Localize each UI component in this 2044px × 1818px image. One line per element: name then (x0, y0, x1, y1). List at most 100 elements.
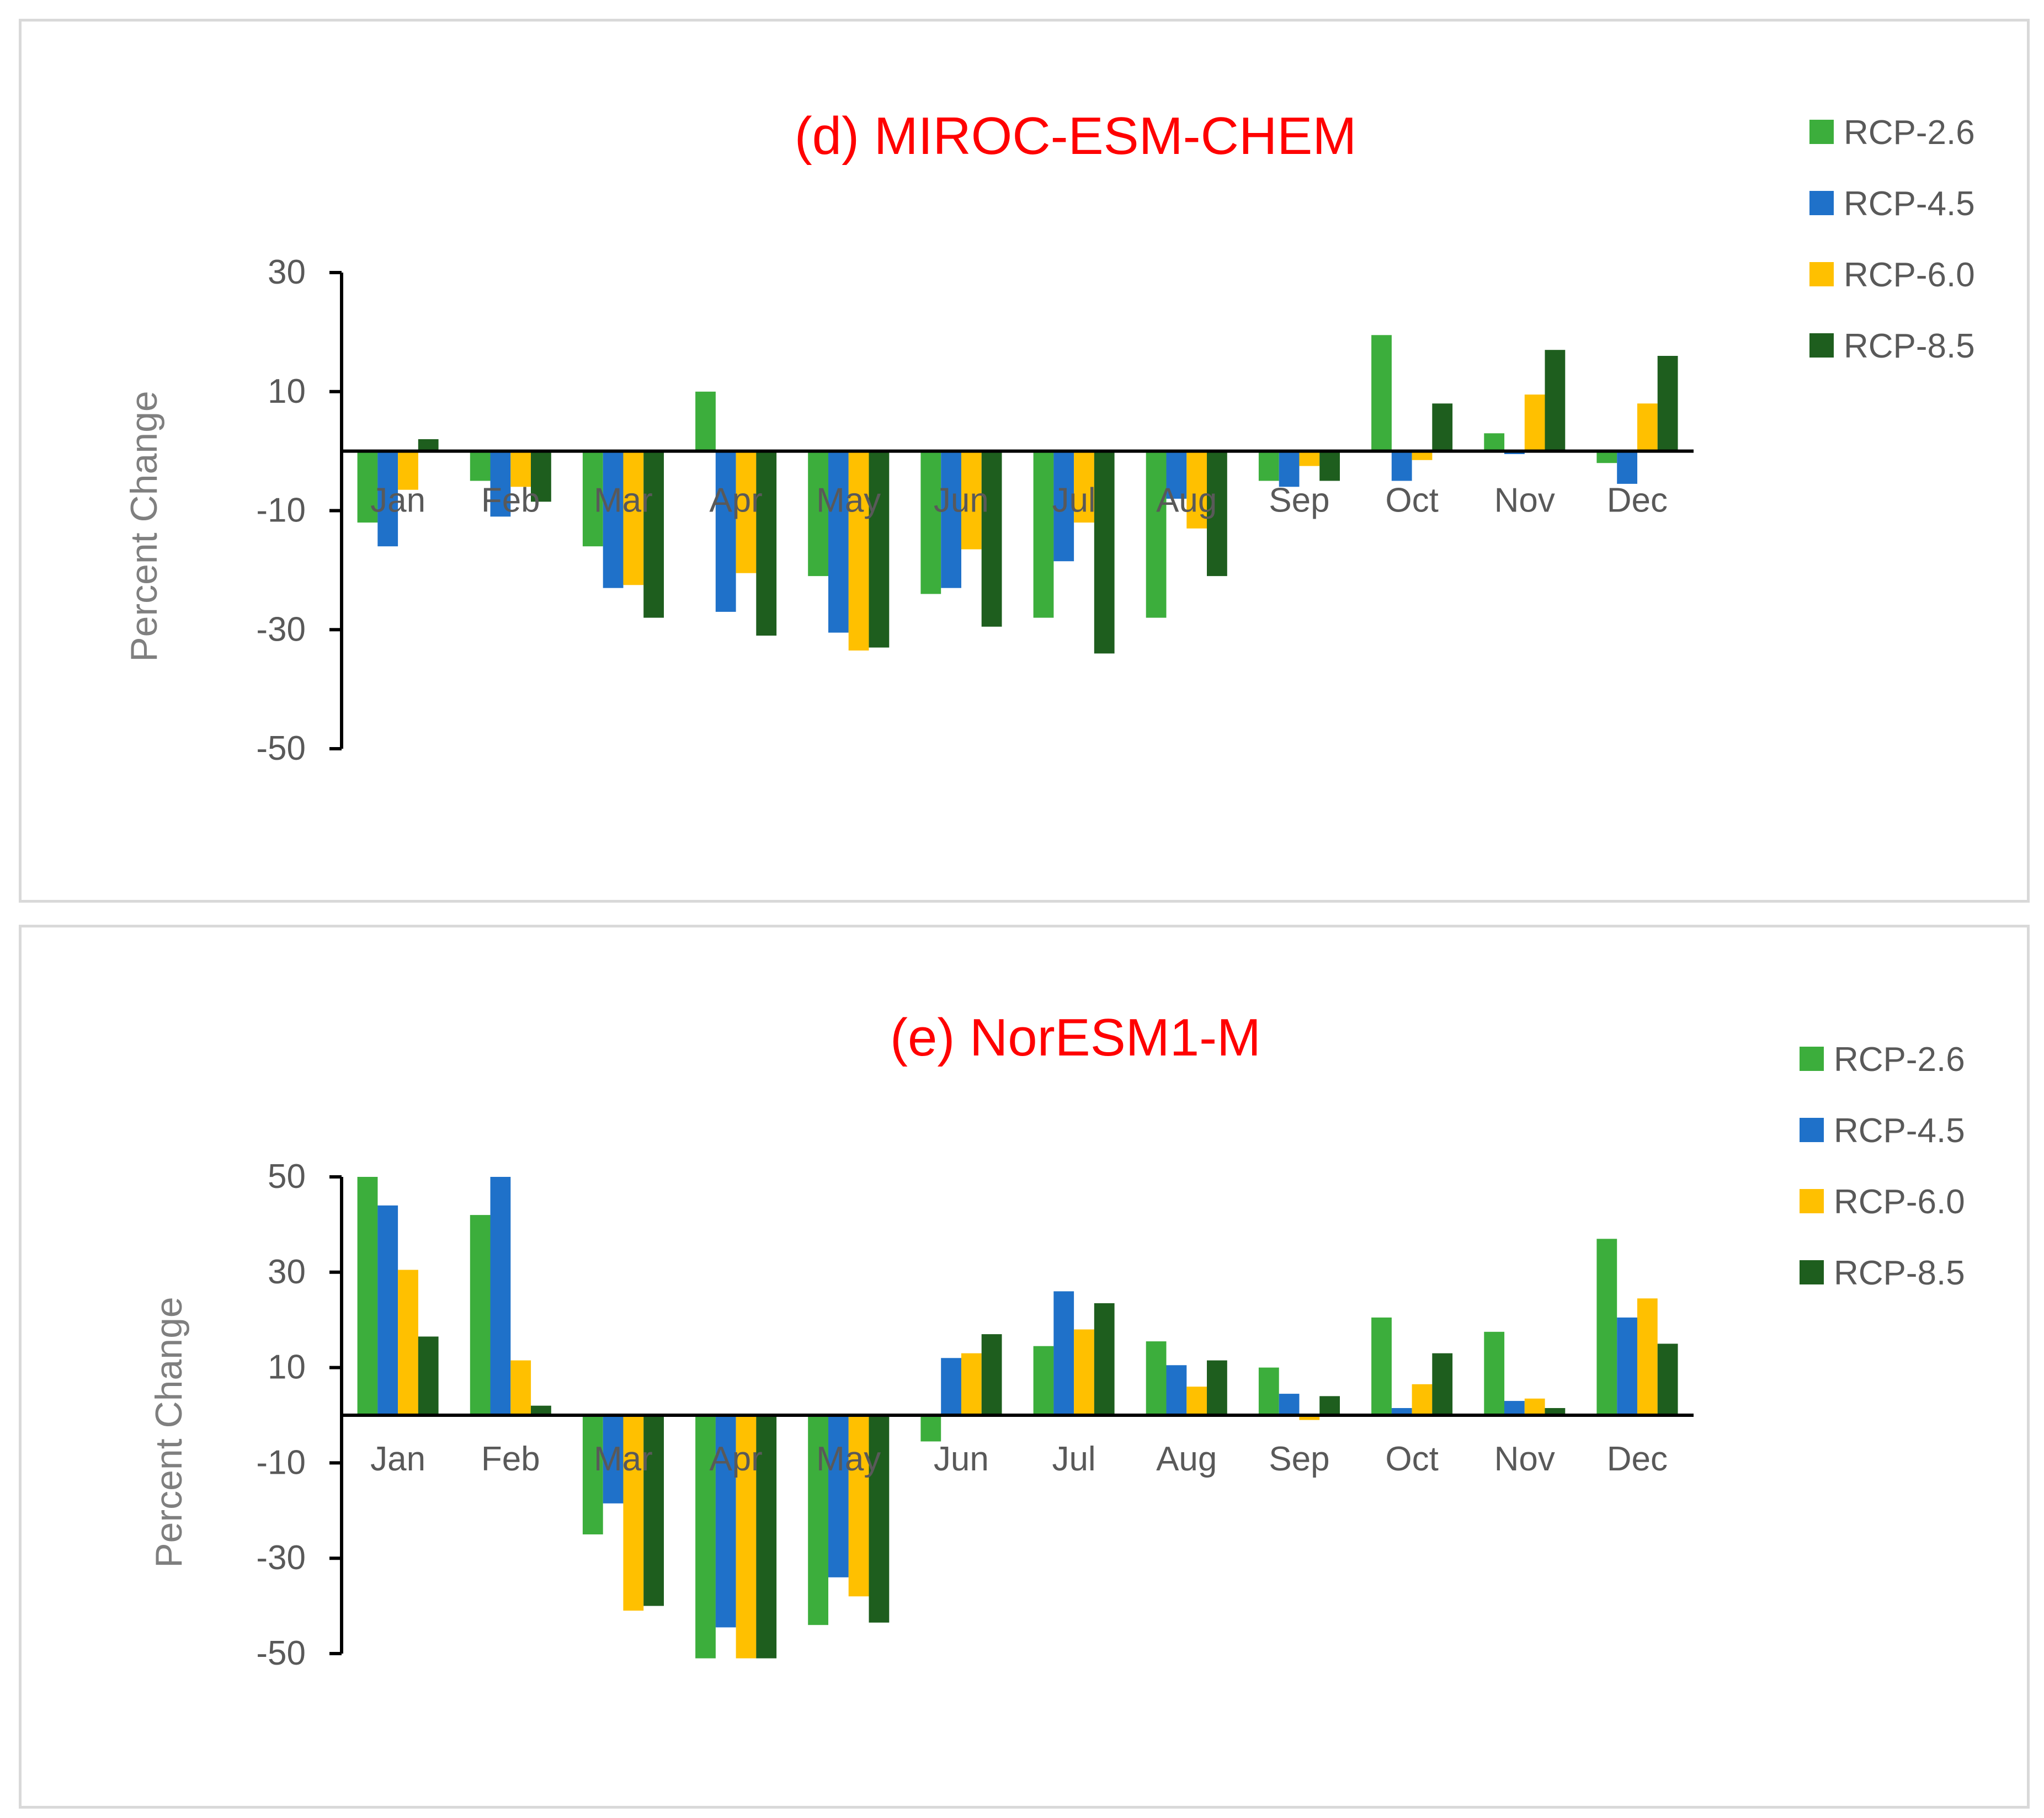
chart-d-title: (d) MIROC-ESM-CHEM (795, 106, 1357, 166)
chart-e-bar-rcp-6.0-jan (398, 1270, 418, 1415)
chart-d-bar-rcp-8.5-jul (1094, 451, 1115, 654)
chart-e-bar-rcp-4.5-jul (1053, 1291, 1074, 1415)
chart-d-category-label: Jun (934, 482, 989, 520)
chart-d-bar-rcp-4.5-sep (1279, 451, 1300, 487)
chart-e-legend-label-rcp-2.6: RCP-2.6 (1834, 1041, 1965, 1079)
chart-d-category-label: Apr (709, 482, 762, 520)
chart-e-bar-rcp-2.6-aug (1146, 1341, 1167, 1415)
chart-d-bar-rcp-4.5-may (828, 451, 849, 633)
chart-e-category-label: Oct (1385, 1440, 1438, 1478)
chart-e-bar-rcp-4.5-apr (715, 1415, 736, 1628)
chart-e-bar-rcp-6.0-oct (1412, 1384, 1433, 1415)
chart-d-bar-rcp-8.5-feb (531, 451, 551, 502)
chart-panel-e: (e) NorESM1-M Percent Change 50 30 10 -10 -30 -… (19, 925, 2030, 1809)
chart-d-bar-rcp-6.0-dec (1637, 403, 1658, 451)
chart-e-bar-rcp-8.5-dec (1657, 1343, 1678, 1415)
chart-e-bar-rcp-8.5-jan (418, 1336, 439, 1415)
chart-d-legend-label-rcp-6.0: RCP-6.0 (1844, 256, 1975, 294)
chart-e-category-label: Feb (481, 1440, 540, 1478)
chart-d-category-label: Nov (1494, 482, 1555, 520)
chart-d-bar-rcp-6.0-oct (1412, 451, 1433, 460)
chart-d-bar-rcp-8.5-mar (643, 451, 664, 618)
chart-e-category-label: Sep (1269, 1440, 1329, 1478)
chart-e-ytick-label: -30 (256, 1539, 306, 1577)
chart-d-bar-rcp-8.5-sep (1319, 451, 1340, 481)
chart-e-bar-rcp-4.5-feb (490, 1177, 511, 1415)
chart-d-bar-rcp-4.5-feb (490, 451, 511, 517)
chart-e-bar-rcp-6.0-feb (510, 1360, 531, 1415)
chart-e-bar-rcp-2.6-jul (1033, 1346, 1054, 1415)
chart-d-bar-rcp-6.0-sep (1299, 451, 1320, 466)
chart-d-bar-rcp-6.0-aug (1186, 451, 1207, 529)
chart-d-ylabel: Percent Change (123, 391, 165, 662)
chart-e-bar-rcp-6.0-sep (1299, 1415, 1320, 1420)
chart-d-bar-rcp-2.6-mar (582, 451, 603, 547)
chart-e-category-label: Apr (709, 1440, 762, 1478)
chart-d-bar-rcp-2.6-sep (1258, 451, 1279, 481)
chart-e-bar-rcp-6.0-dec (1637, 1298, 1658, 1415)
chart-d-bar-rcp-4.5-jul (1053, 451, 1074, 562)
chart-e-legend-label-rcp-8.5: RCP-8.5 (1834, 1254, 1965, 1292)
chart-e-bar-rcp-2.6-jun (920, 1415, 941, 1442)
chart-d-bar-rcp-8.5-apr (756, 451, 777, 636)
chart-e-bar-rcp-6.0-nov (1524, 1398, 1545, 1415)
chart-d-bar-rcp-6.0-may (848, 451, 869, 651)
chart-e-bar-rcp-4.5-sep (1279, 1394, 1300, 1415)
chart-e-legend-swatch-rcp-6.0 (1800, 1189, 1824, 1213)
chart-d-category-label: Sep (1269, 482, 1329, 520)
chart-d-category-label: Dec (1607, 482, 1668, 520)
chart-e-bar-rcp-6.0-jul (1074, 1329, 1094, 1415)
chart-e-category-label: Nov (1494, 1440, 1555, 1478)
chart-e-category-label: Aug (1156, 1440, 1217, 1478)
chart-d-legend-swatch-rcp-4.5 (1809, 191, 1834, 215)
chart-d-ytick-label: -50 (256, 729, 306, 767)
chart-d-bar-rcp-2.6-may (808, 451, 828, 577)
chart-e-title: (e) NorESM1-M (890, 1008, 1261, 1067)
chart-e-bar-rcp-4.5-mar (603, 1415, 624, 1504)
chart-e-bar-rcp-8.5-nov (1545, 1408, 1566, 1415)
chart-d-bar-rcp-2.6-jun (920, 451, 941, 594)
chart-d-ytick-label: 10 (268, 372, 306, 410)
chart-e-bar-rcp-6.0-apr (736, 1415, 757, 1659)
chart-d-ytick-label: 30 (268, 253, 306, 291)
chart-e-bar-rcp-8.5-oct (1432, 1353, 1453, 1415)
chart-d-bar-rcp-8.5-jan (418, 439, 439, 451)
chart-e-ytick-label: -50 (256, 1634, 306, 1672)
chart-d-bar-rcp-2.6-jul (1033, 451, 1054, 618)
chart-e-bar-rcp-8.5-aug (1207, 1360, 1227, 1415)
chart-e-bar-rcp-2.6-oct (1371, 1317, 1392, 1415)
chart-d-bar-rcp-6.0-mar (623, 451, 644, 585)
chart-e-bar-rcp-2.6-feb (470, 1215, 491, 1415)
chart-e-legend-swatch-rcp-4.5 (1800, 1118, 1824, 1142)
chart-e-bar-rcp-2.6-may (808, 1415, 828, 1625)
chart-d-ytick-label: -30 (256, 610, 306, 648)
chart-e-ytick-label: 30 (268, 1253, 306, 1291)
chart-e-bar-rcp-8.5-mar (643, 1415, 664, 1606)
chart-d-bar-rcp-8.5-jun (981, 451, 1002, 627)
chart-d-bar-rcp-8.5-nov (1545, 350, 1566, 451)
chart-d-bar-rcp-4.5-apr (715, 451, 736, 612)
chart-d-legend-label-rcp-4.5: RCP-4.5 (1844, 185, 1975, 223)
chart-d-bar-rcp-2.6-feb (470, 451, 491, 481)
chart-e-bar-rcp-8.5-jun (981, 1334, 1002, 1415)
chart-e-bar-rcp-8.5-apr (756, 1415, 777, 1659)
chart-d-category-label: Oct (1385, 482, 1438, 520)
chart-d-bar-rcp-8.5-oct (1432, 403, 1453, 451)
chart-e-category-label: Jun (934, 1440, 989, 1478)
chart-d-category-label: Aug (1156, 482, 1217, 520)
chart-d-bar-rcp-8.5-aug (1207, 451, 1227, 577)
chart-e-category-label: Mar (594, 1440, 653, 1478)
chart-e-bar-rcp-2.6-apr (695, 1415, 716, 1659)
chart-d-bar-rcp-6.0-jan (398, 451, 418, 490)
chart-d-category-label: Jan (370, 482, 425, 520)
chart-d-category-label: May (816, 482, 881, 520)
chart-e-bar-rcp-6.0-mar (623, 1415, 644, 1611)
chart-e-bar-rcp-8.5-feb (531, 1405, 551, 1415)
chart-e-ytick-label: -10 (256, 1443, 306, 1481)
chart-d-ytick-label: -10 (256, 492, 306, 530)
chart-e-ylabel: Percent Change (148, 1297, 190, 1568)
chart-d-legend-swatch-rcp-8.5 (1809, 333, 1834, 358)
chart-e-bar-rcp-6.0-aug (1186, 1387, 1207, 1415)
chart-e-legend-swatch-rcp-8.5 (1800, 1260, 1824, 1284)
chart-d-bar-rcp-4.5-aug (1166, 451, 1187, 499)
